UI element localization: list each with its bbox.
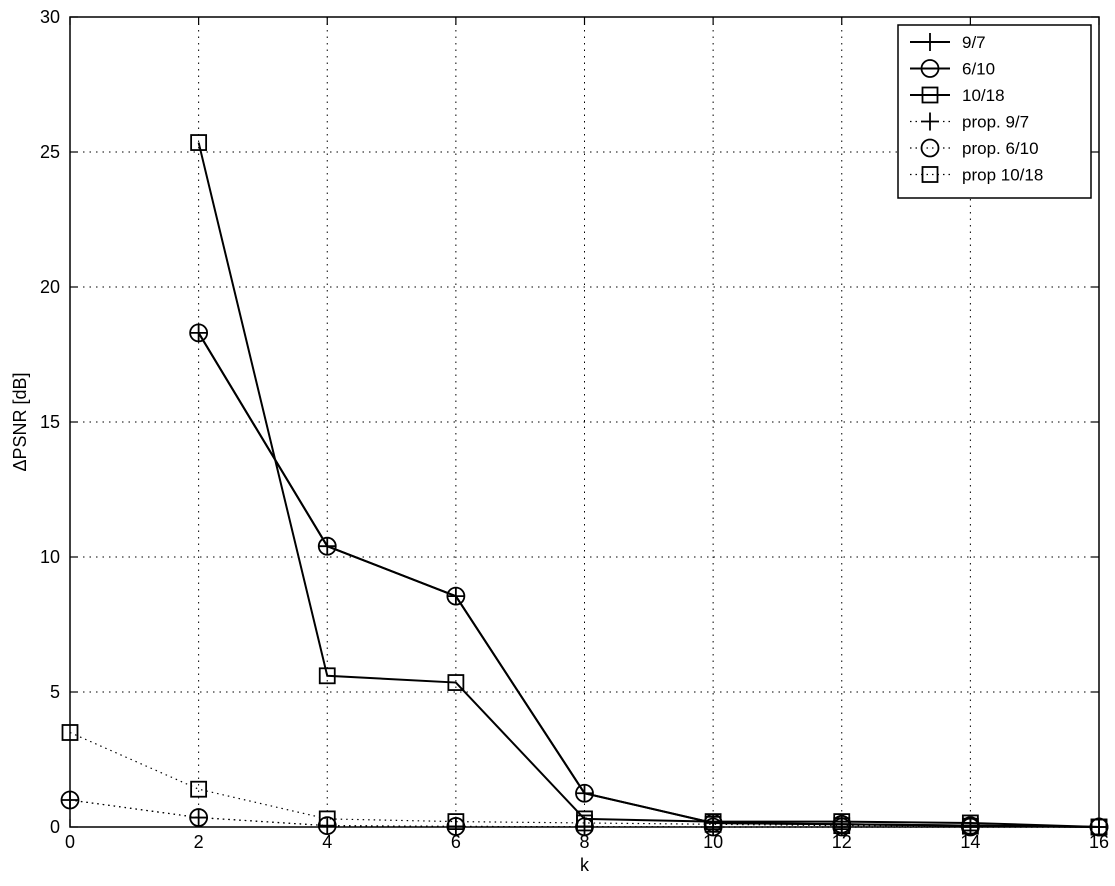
x-tick-label: 4	[322, 832, 332, 852]
data-point	[190, 780, 208, 798]
data-point	[576, 814, 593, 832]
x-tick-label: 2	[194, 832, 204, 852]
legend-label: 6/10	[962, 60, 995, 79]
legend-entry-0: 9/7	[910, 33, 986, 52]
x-tick-label: 10	[703, 832, 723, 852]
legend-label: prop. 6/10	[962, 139, 1039, 158]
legend-marker	[920, 59, 940, 78]
grid-lines	[70, 17, 1099, 827]
x-tick-label: 12	[832, 832, 852, 852]
x-axis-label: k	[580, 855, 590, 875]
legend: 9/7 6/10 10/18 prop. 9/7 prop. 6/10 prop 10/1…	[897, 24, 1092, 199]
data-point	[317, 816, 337, 836]
x-tick-label: 14	[960, 832, 980, 852]
legend-label: prop. 9/7	[962, 113, 1029, 132]
data-point	[446, 586, 466, 606]
y-tick-label: 5	[50, 682, 60, 702]
legend-box	[897, 24, 1092, 199]
legend-marker	[921, 112, 939, 131]
data-point	[318, 667, 336, 685]
legend-entry-4: prop. 6/10	[910, 138, 1039, 158]
data-point	[189, 323, 208, 342]
legend-label: 9/7	[962, 33, 986, 52]
x-tick-label: 16	[1089, 832, 1109, 852]
x-tick-label: 8	[579, 832, 589, 852]
data-point	[189, 323, 209, 343]
y-tick-label: 10	[40, 547, 60, 567]
x-tick-label: 0	[65, 832, 75, 852]
data-point	[833, 817, 851, 835]
legend-entry-2: 10/18	[910, 86, 1005, 105]
y-axis-label: ΔPSNR [dB]	[10, 372, 30, 471]
axis-ticks: 0 2 4 6 8 10 12 14 16 0 5 10 15 20 25 30	[40, 7, 1109, 852]
legend-entry-3: prop. 9/7	[910, 112, 1029, 132]
series-line	[197, 142, 1100, 828]
legend-label: prop 10/18	[962, 166, 1043, 185]
legend-marker	[921, 86, 939, 104]
x-tick-label: 6	[451, 832, 461, 852]
data-point	[317, 536, 337, 556]
legend-label: 10/18	[962, 86, 1005, 105]
y-tick-label: 0	[50, 817, 60, 837]
data-point	[190, 134, 208, 151]
data-point	[447, 813, 465, 830]
y-tick-label: 20	[40, 277, 60, 297]
y-tick-label: 15	[40, 412, 60, 432]
data-point	[961, 817, 979, 835]
legend-entry-5: prop 10/18	[910, 166, 1043, 185]
data-point	[575, 783, 594, 803]
legend-entry-1: 6/10	[910, 59, 995, 79]
y-tick-label: 25	[40, 142, 60, 162]
legend-marker	[921, 33, 939, 51]
data-point	[447, 674, 465, 691]
legend-marker	[920, 138, 940, 158]
series-line	[197, 332, 1100, 828]
legend-marker	[921, 166, 939, 183]
y-tick-label: 30	[40, 7, 60, 27]
data-point	[704, 815, 722, 833]
